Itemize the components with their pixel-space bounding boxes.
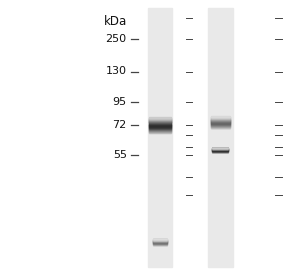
Bar xyxy=(211,123,230,124)
Bar xyxy=(211,126,230,127)
Bar xyxy=(149,118,170,119)
Bar xyxy=(149,132,170,133)
Text: 55: 55 xyxy=(113,150,127,160)
Bar xyxy=(211,120,230,121)
Bar xyxy=(149,119,170,120)
Bar xyxy=(211,122,230,123)
Bar xyxy=(149,129,170,130)
Bar xyxy=(149,127,170,128)
Bar xyxy=(211,121,230,122)
Text: 130: 130 xyxy=(106,67,127,76)
Bar xyxy=(211,118,230,119)
Bar xyxy=(149,118,170,119)
Bar xyxy=(149,132,170,133)
Bar xyxy=(211,126,230,127)
Bar xyxy=(149,130,170,131)
Bar xyxy=(149,119,170,120)
Bar xyxy=(149,117,170,118)
Bar xyxy=(211,116,230,117)
Bar xyxy=(211,121,230,122)
Bar xyxy=(211,123,230,124)
Bar xyxy=(149,123,170,124)
Bar xyxy=(211,118,230,119)
Bar xyxy=(149,126,170,127)
Bar xyxy=(149,130,170,131)
Bar xyxy=(208,8,233,267)
Bar xyxy=(149,128,170,129)
Bar xyxy=(211,125,230,126)
Bar xyxy=(211,126,230,127)
Bar xyxy=(149,126,170,127)
Text: kDa: kDa xyxy=(103,15,127,28)
Bar xyxy=(149,124,170,125)
Bar xyxy=(211,127,230,128)
Bar xyxy=(149,126,170,127)
Bar xyxy=(149,128,170,129)
Bar xyxy=(149,122,170,123)
Bar xyxy=(211,124,230,125)
Bar xyxy=(149,127,170,128)
Bar xyxy=(211,127,230,128)
Text: 72: 72 xyxy=(113,120,127,130)
Bar xyxy=(149,124,170,125)
Bar xyxy=(149,123,170,124)
Bar xyxy=(211,124,230,125)
Bar xyxy=(211,119,230,120)
Bar xyxy=(149,120,170,121)
Bar xyxy=(149,125,170,126)
Bar xyxy=(211,119,230,120)
Text: 95: 95 xyxy=(113,97,127,107)
Bar xyxy=(149,122,170,123)
Bar xyxy=(149,121,170,122)
Bar xyxy=(211,125,230,126)
Bar xyxy=(149,125,170,126)
Bar xyxy=(211,117,230,118)
Bar xyxy=(211,126,230,127)
Bar xyxy=(149,121,170,122)
Bar xyxy=(211,117,230,118)
Bar xyxy=(211,120,230,121)
Bar xyxy=(211,122,230,123)
Bar xyxy=(149,120,170,121)
Text: 250: 250 xyxy=(106,34,127,43)
Bar xyxy=(149,131,170,132)
Bar xyxy=(148,8,172,267)
Bar xyxy=(149,129,170,130)
Bar xyxy=(149,131,170,132)
